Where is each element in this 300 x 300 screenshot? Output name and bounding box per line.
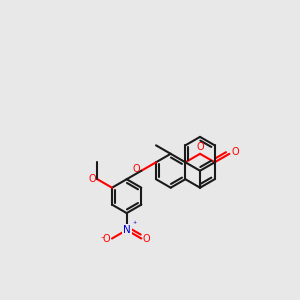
Text: N: N <box>123 225 130 235</box>
Text: O: O <box>88 174 96 184</box>
Text: O: O <box>196 142 204 152</box>
Text: O: O <box>232 147 239 157</box>
Text: O: O <box>102 233 110 244</box>
Text: O: O <box>132 164 140 174</box>
Text: $^-$: $^-$ <box>98 235 105 241</box>
Text: $^+$: $^+$ <box>130 221 137 227</box>
Text: O: O <box>143 233 151 244</box>
